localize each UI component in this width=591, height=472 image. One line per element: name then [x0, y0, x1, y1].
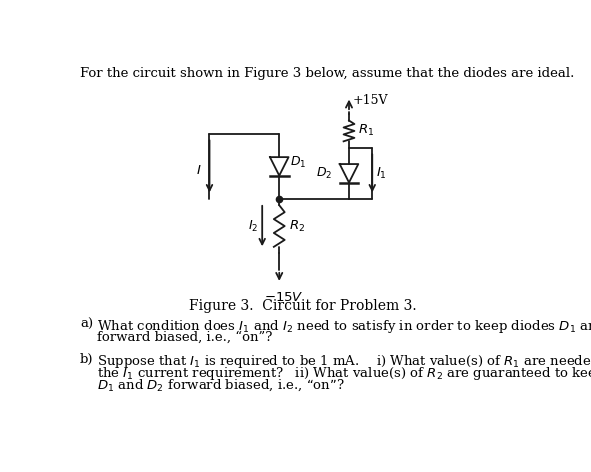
Text: $I_1$: $I_1$ — [376, 166, 387, 181]
Text: $I_2$: $I_2$ — [248, 219, 258, 234]
Text: Figure 3.  Circuit for Problem 3.: Figure 3. Circuit for Problem 3. — [189, 299, 416, 313]
Text: For the circuit shown in Figure 3 below, assume that the diodes are ideal.: For the circuit shown in Figure 3 below,… — [80, 67, 574, 80]
Text: a): a) — [80, 319, 93, 331]
Text: Suppose that $I_1$ is required to be 1 mA.      i) What value(s) of $R_1$ are ne: Suppose that $I_1$ is required to be 1 m… — [97, 353, 591, 370]
Text: What condition does $I_1$ and $I_2$ need to satisfy in order to keep diodes $D_1: What condition does $I_1$ and $I_2$ need… — [97, 319, 591, 336]
Text: $D_1$: $D_1$ — [290, 155, 307, 170]
Text: forward biased, i.e., “on”?: forward biased, i.e., “on”? — [97, 331, 272, 344]
Text: the $I_1$ current requirement?    ii) What value(s) of $R_2$ are guaranteed to k: the $I_1$ current requirement? ii) What … — [97, 365, 591, 382]
Text: $R_1$: $R_1$ — [358, 123, 375, 138]
Text: $D_2$: $D_2$ — [316, 166, 333, 181]
Text: +15V: +15V — [353, 94, 388, 107]
Text: $I$: $I$ — [196, 164, 201, 177]
Text: $-15V$: $-15V$ — [264, 292, 304, 304]
Text: b): b) — [80, 353, 93, 366]
Text: $D_1$ and $D_2$ forward biased, i.e., “on”?: $D_1$ and $D_2$ forward biased, i.e., “o… — [97, 378, 345, 393]
Text: $R_2$: $R_2$ — [288, 219, 305, 234]
